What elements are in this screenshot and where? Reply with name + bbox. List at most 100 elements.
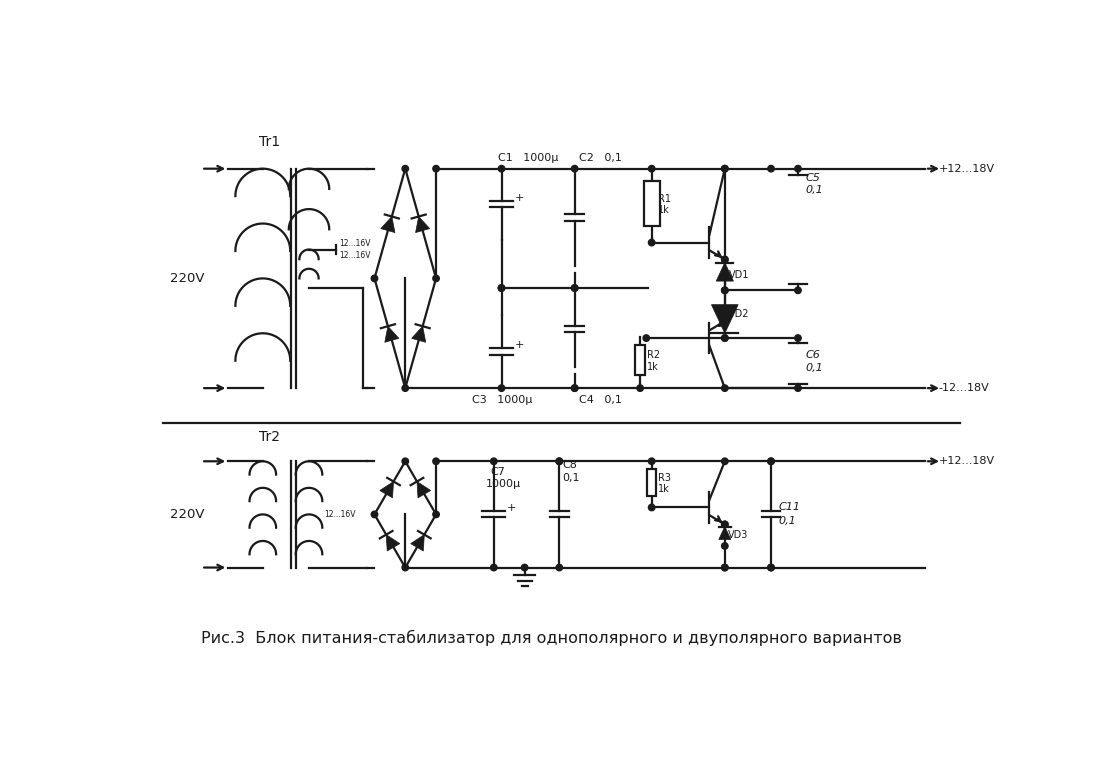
Circle shape (402, 385, 408, 391)
Circle shape (572, 166, 578, 172)
Text: +: + (515, 341, 525, 351)
Circle shape (556, 458, 563, 465)
Circle shape (795, 335, 802, 342)
Circle shape (768, 458, 774, 465)
Polygon shape (384, 326, 399, 342)
Circle shape (433, 275, 439, 282)
Text: VD3: VD3 (728, 530, 748, 540)
Text: 1k: 1k (658, 206, 669, 215)
Text: 0,1: 0,1 (779, 516, 796, 526)
Circle shape (722, 521, 728, 528)
Text: 1000µ: 1000µ (486, 479, 521, 490)
Text: 1k: 1k (658, 484, 669, 494)
Text: Tr1: Tr1 (258, 134, 280, 149)
Circle shape (722, 565, 728, 571)
Text: 0,1: 0,1 (806, 364, 823, 374)
Circle shape (556, 458, 563, 465)
Circle shape (795, 287, 802, 293)
Circle shape (795, 385, 802, 391)
Text: 12...16V: 12...16V (339, 239, 370, 248)
Text: 12...16V: 12...16V (339, 251, 370, 261)
Circle shape (371, 511, 378, 518)
Circle shape (572, 385, 578, 391)
Text: 220V: 220V (171, 272, 205, 285)
Circle shape (722, 458, 728, 465)
Circle shape (637, 385, 644, 391)
Text: VD1: VD1 (728, 270, 749, 280)
Circle shape (722, 335, 728, 342)
Circle shape (498, 166, 505, 172)
Circle shape (722, 385, 728, 391)
Text: Tr2: Tr2 (258, 429, 280, 444)
Circle shape (498, 385, 505, 391)
Circle shape (498, 285, 505, 291)
Text: C3   1000µ: C3 1000µ (472, 396, 532, 406)
Circle shape (768, 565, 774, 571)
Text: C1   1000µ: C1 1000µ (497, 153, 558, 163)
Circle shape (722, 287, 728, 293)
Circle shape (491, 458, 497, 465)
Text: -12...18V: -12...18V (938, 383, 990, 393)
Circle shape (722, 542, 728, 549)
Text: Рис.3  Блок питания-стабилизатор для однополярного и двуполярного вариантов: Рис.3 Блок питания-стабилизатор для одно… (201, 630, 902, 646)
Text: +12...18V: +12...18V (938, 163, 995, 173)
Text: C2   0,1: C2 0,1 (578, 153, 621, 163)
Polygon shape (411, 535, 425, 551)
Circle shape (722, 256, 728, 263)
Text: 220V: 220V (171, 508, 205, 521)
Text: 0,1: 0,1 (806, 185, 823, 196)
Circle shape (572, 385, 578, 391)
Circle shape (433, 458, 439, 465)
Polygon shape (417, 481, 430, 498)
Circle shape (722, 287, 728, 293)
Polygon shape (381, 216, 395, 232)
Polygon shape (416, 216, 429, 232)
Text: 0,1: 0,1 (563, 473, 580, 483)
Polygon shape (380, 481, 393, 498)
Text: 12...16V: 12...16V (324, 510, 356, 519)
Circle shape (722, 166, 728, 172)
Circle shape (643, 335, 649, 342)
Circle shape (722, 521, 728, 528)
Circle shape (648, 504, 655, 510)
Text: C4   0,1: C4 0,1 (578, 396, 621, 406)
Text: C7: C7 (489, 467, 505, 477)
Text: +12...18V: +12...18V (938, 456, 995, 466)
Circle shape (433, 511, 439, 518)
Circle shape (521, 565, 528, 571)
Circle shape (648, 166, 655, 172)
Circle shape (648, 239, 655, 246)
Text: 1k: 1k (647, 362, 659, 372)
Circle shape (768, 565, 774, 571)
Circle shape (433, 166, 439, 172)
Circle shape (795, 166, 802, 172)
Bar (635, 345, 645, 375)
Circle shape (402, 166, 408, 172)
Text: C11: C11 (779, 502, 800, 512)
Circle shape (768, 166, 774, 172)
Polygon shape (387, 535, 400, 551)
Text: C6: C6 (806, 351, 820, 361)
Circle shape (572, 285, 578, 291)
Text: VD2: VD2 (728, 309, 749, 319)
Text: R3: R3 (658, 473, 671, 483)
Polygon shape (412, 326, 426, 342)
Circle shape (402, 458, 408, 465)
Circle shape (768, 458, 774, 465)
Circle shape (556, 565, 563, 571)
Circle shape (722, 565, 728, 571)
Polygon shape (718, 526, 730, 539)
Text: R2: R2 (647, 351, 660, 361)
Text: +: + (515, 193, 525, 203)
Polygon shape (712, 305, 738, 333)
Circle shape (722, 335, 728, 342)
Circle shape (722, 166, 728, 172)
Polygon shape (716, 263, 734, 281)
Circle shape (648, 458, 655, 465)
Circle shape (498, 285, 505, 291)
Circle shape (402, 565, 408, 571)
Bar (647, 468, 657, 497)
Text: C5: C5 (806, 173, 820, 183)
Circle shape (722, 256, 728, 263)
Text: +: + (507, 503, 516, 513)
